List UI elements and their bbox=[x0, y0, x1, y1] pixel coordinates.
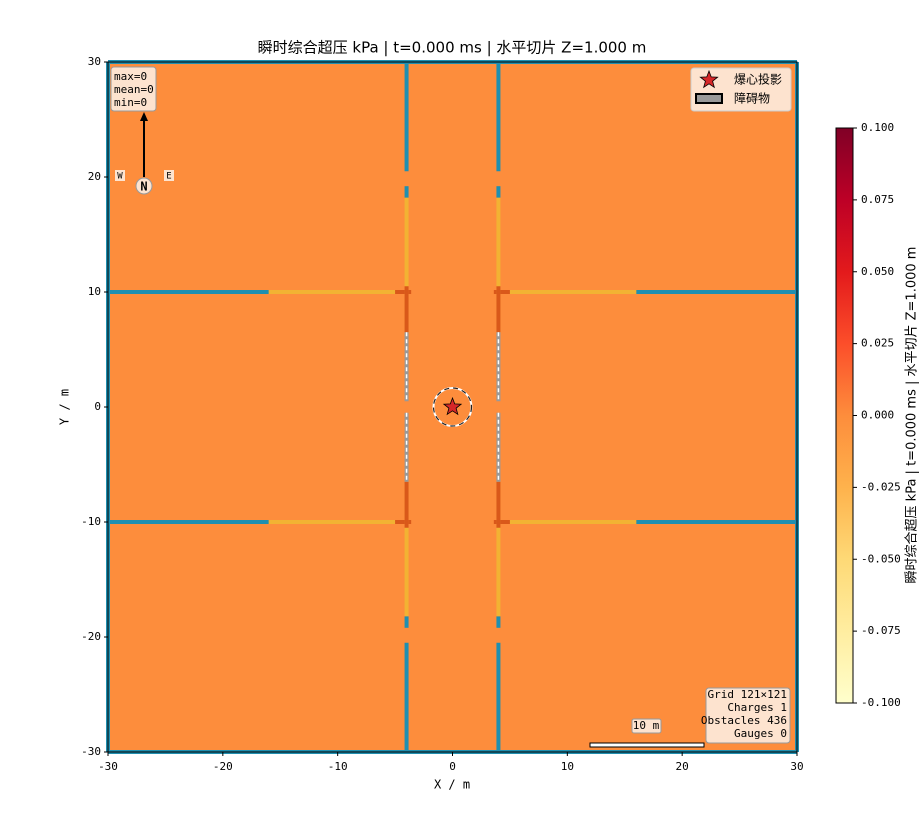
y-tick-label: 30 bbox=[88, 55, 101, 68]
legend-label: 障碍物 bbox=[734, 91, 770, 106]
x-tick-label: -20 bbox=[213, 760, 233, 773]
x-tick-label: 30 bbox=[790, 760, 803, 773]
colorbar-tick-label: 0.075 bbox=[861, 193, 894, 206]
stats-box bbox=[110, 66, 157, 112]
colorbar-tick-label: -0.075 bbox=[861, 624, 901, 637]
x-tick-label: 10 bbox=[561, 760, 574, 773]
legend-obstacle-icon bbox=[695, 93, 723, 104]
info-text: Charges 1 bbox=[727, 701, 787, 714]
legend-label: 爆心投影 bbox=[734, 72, 782, 87]
scale-label-box bbox=[631, 718, 662, 734]
charge-radius bbox=[432, 387, 473, 427]
colorbar-label: 瞬时综合超压 kPa | t=0.000 ms | 水平切片 Z=1.000 m bbox=[905, 247, 920, 584]
info-box bbox=[705, 687, 791, 744]
x-axis-label: X / m bbox=[434, 778, 470, 792]
y-tick-label: -10 bbox=[81, 515, 101, 528]
compass-arrow-head bbox=[140, 112, 148, 121]
compass-n: N bbox=[140, 180, 147, 194]
scale-bar bbox=[589, 742, 705, 748]
y-tick-label: -20 bbox=[81, 630, 101, 643]
colorbar-tick-label: -0.050 bbox=[861, 552, 901, 565]
colorbar-tick-label: 0.100 bbox=[861, 121, 894, 134]
colorbar-tick-label: 0.050 bbox=[861, 265, 894, 278]
colorbar bbox=[835, 127, 854, 704]
colorbar-tick-label: -0.100 bbox=[861, 696, 901, 709]
x-tick-label: 0 bbox=[449, 760, 456, 773]
y-axis-label: Y / m bbox=[58, 389, 72, 425]
charge bbox=[442, 396, 463, 416]
compass-e: E bbox=[166, 172, 171, 182]
info-text: Grid 121×121 bbox=[708, 688, 787, 701]
x-tick-label: -10 bbox=[328, 760, 348, 773]
scale-label: 10 m bbox=[633, 719, 660, 732]
info-text: Gauges 0 bbox=[734, 727, 787, 740]
x-tick-label: -30 bbox=[98, 760, 118, 773]
y-tick-label: 20 bbox=[88, 170, 101, 183]
stats-text: min=0 bbox=[114, 96, 147, 109]
colorbar-tick-label: 0.025 bbox=[861, 337, 894, 350]
compass-circle bbox=[135, 177, 153, 195]
y-tick-label: -30 bbox=[81, 745, 101, 758]
info-text: Obstacles 436 bbox=[701, 714, 787, 727]
compass-w: W bbox=[117, 172, 123, 182]
x-tick-label: 20 bbox=[676, 760, 689, 773]
compass-e-box bbox=[164, 170, 174, 181]
chart-title: 瞬时综合超压 kPa | t=0.000 ms | 水平切片 Z=1.000 m bbox=[258, 39, 647, 57]
stats-text: mean=0 bbox=[114, 83, 154, 96]
compass-w-box bbox=[115, 170, 125, 181]
colorbar-tick-label: -0.025 bbox=[861, 480, 901, 493]
stats-text: max=0 bbox=[114, 70, 147, 83]
legend-charge-icon bbox=[699, 69, 719, 89]
colorbar-tick-label: 0.000 bbox=[861, 409, 894, 422]
y-tick-label: 0 bbox=[94, 400, 101, 413]
y-tick-label: 10 bbox=[88, 285, 101, 298]
